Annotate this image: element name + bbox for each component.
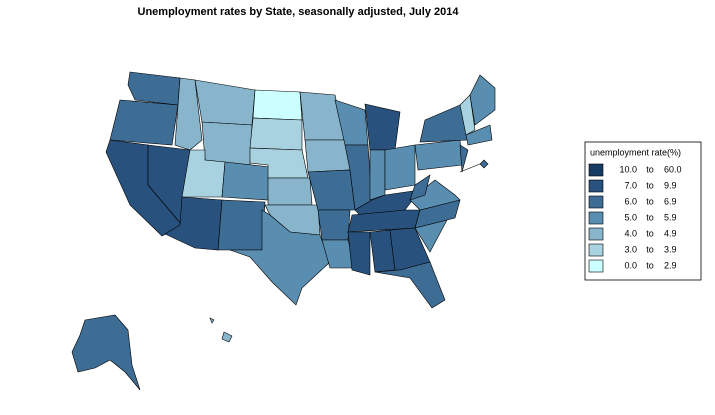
legend-swatch xyxy=(588,195,604,209)
legend-to: 2.9 xyxy=(664,260,677,270)
state xyxy=(414,139,463,171)
legend-from: 0.0 xyxy=(624,260,637,270)
legend-title: unemployment rate(%) xyxy=(590,147,681,157)
state xyxy=(374,261,446,309)
state xyxy=(469,74,496,126)
state xyxy=(229,209,331,306)
state xyxy=(267,177,313,206)
legend-sep: to xyxy=(646,212,654,222)
state xyxy=(369,149,386,201)
legend-from: 6.0 xyxy=(624,196,637,206)
legend-from: 7.0 xyxy=(624,180,637,190)
state xyxy=(71,314,141,391)
legend-swatch xyxy=(588,259,604,273)
legend-sep: to xyxy=(646,180,654,190)
state xyxy=(409,174,431,201)
state xyxy=(409,179,461,211)
legend-to: 6.9 xyxy=(664,196,677,206)
legend-to: 5.9 xyxy=(664,212,677,222)
legend-sep: to xyxy=(646,260,654,270)
legend-from: 10.0 xyxy=(619,164,637,174)
state xyxy=(221,331,233,343)
state xyxy=(209,317,215,324)
legend-from: 3.0 xyxy=(624,244,637,254)
map-title: Unemployment rates by State, seasonally … xyxy=(138,6,460,18)
state xyxy=(194,79,256,126)
state xyxy=(347,231,371,276)
state xyxy=(249,117,303,151)
legend-from: 4.0 xyxy=(624,228,637,238)
legend-sep: to xyxy=(646,196,654,206)
legend-to: 3.9 xyxy=(664,244,677,254)
legend-to: 4.9 xyxy=(664,228,677,238)
state xyxy=(479,159,489,169)
state xyxy=(127,71,181,106)
legend-swatch xyxy=(588,163,604,177)
legend-box xyxy=(584,141,702,281)
state xyxy=(252,89,303,121)
legend-swatch xyxy=(588,211,604,225)
legend-from: 5.0 xyxy=(624,212,637,222)
state xyxy=(109,99,179,146)
state xyxy=(317,209,351,241)
legend-swatch xyxy=(588,227,604,241)
state xyxy=(364,103,401,151)
state xyxy=(221,161,271,201)
state xyxy=(307,169,356,211)
legend-sep: to xyxy=(646,228,654,238)
leader-line xyxy=(459,163,481,173)
state xyxy=(459,144,469,173)
state xyxy=(201,121,253,166)
us-map xyxy=(71,71,496,391)
state xyxy=(419,104,469,143)
legend: unemployment rate(%) 10.0 to 60.0 7.0 to 9.9 6… xyxy=(584,141,702,281)
state xyxy=(217,199,266,251)
legend-swatch xyxy=(588,243,604,257)
state xyxy=(384,144,416,191)
state xyxy=(459,94,476,136)
legend-to: 60.0 xyxy=(664,164,682,174)
legend-swatch xyxy=(588,179,604,193)
state xyxy=(304,139,351,173)
legend-sep: to xyxy=(646,244,654,254)
legend-to: 9.9 xyxy=(664,180,677,190)
legend-sep: to xyxy=(646,164,654,174)
state xyxy=(465,124,493,146)
